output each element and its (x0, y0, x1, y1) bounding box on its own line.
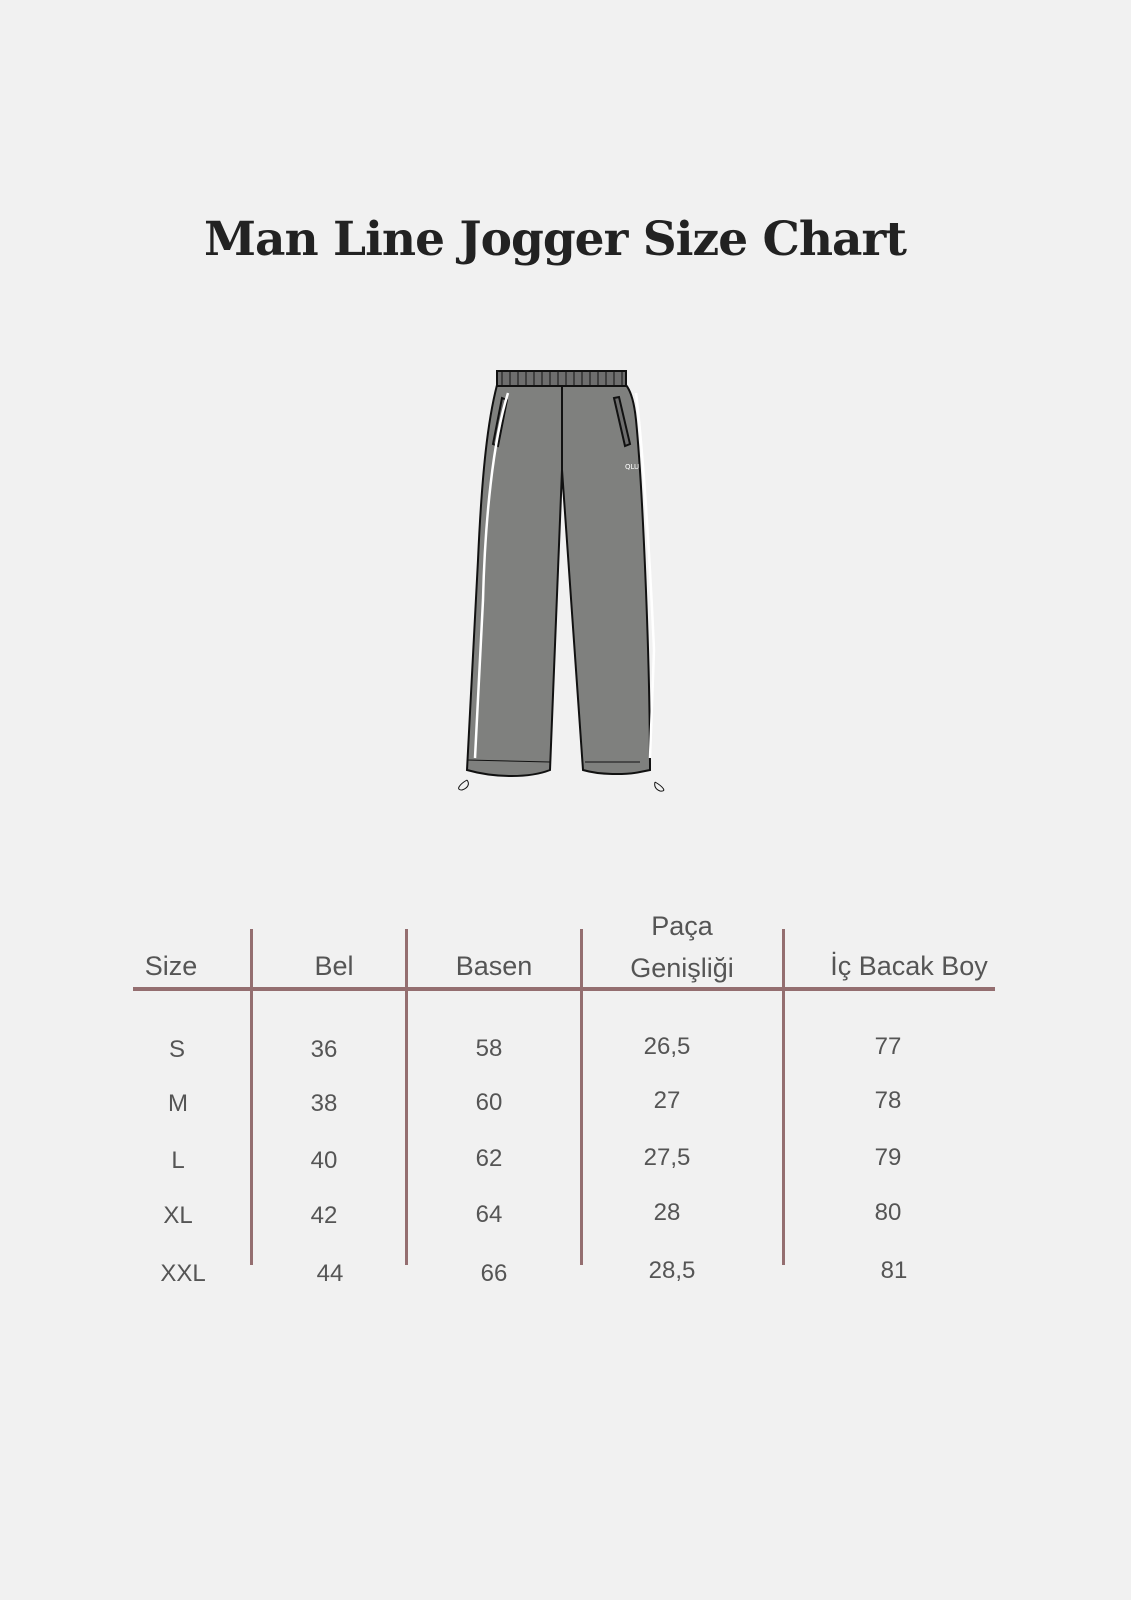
cell-paca: 26,5 (643, 1033, 691, 1060)
cell-bel: 42 (310, 1202, 338, 1229)
pocket-right (612, 395, 632, 448)
header-paca-line2: Genişliği (630, 953, 734, 983)
header-basen: Basen (455, 951, 533, 981)
column-divider (782, 929, 785, 1265)
brand-logo: QLU (625, 463, 639, 471)
header-size: Size (144, 951, 198, 981)
cell-paca: 27,5 (643, 1144, 691, 1171)
column-divider (405, 929, 408, 1265)
header-ic-bacak-boy: İç Bacak Boy (830, 951, 988, 981)
cell-paca: 27 (653, 1087, 681, 1114)
cell-size: S (168, 1036, 186, 1063)
cell-ic-bacak: 79 (874, 1144, 902, 1171)
cell-size: M (168, 1090, 188, 1117)
cell-bel: 44 (316, 1260, 344, 1287)
cell-paca: 28,5 (648, 1257, 696, 1284)
jogger-pants-illustration: QLU (458, 370, 665, 792)
page-title: Man Line Jogger Size Chart (204, 212, 907, 267)
cell-paca: 28 (653, 1199, 681, 1226)
cell-bel: 38 (310, 1090, 338, 1117)
waistband (496, 370, 627, 387)
cell-bel: 40 (310, 1147, 338, 1174)
cell-size: L (171, 1147, 185, 1174)
side-stripe-left (473, 392, 510, 759)
cell-size: XL (163, 1202, 193, 1229)
cell-ic-bacak: 81 (880, 1257, 908, 1284)
cell-ic-bacak: 80 (874, 1199, 902, 1226)
column-divider (250, 929, 253, 1265)
cell-bel: 36 (310, 1036, 338, 1063)
drawcord-right (654, 781, 665, 792)
cell-basen: 64 (475, 1201, 503, 1228)
drawcord-left (458, 779, 469, 791)
pants-body (465, 384, 652, 777)
cell-basen: 66 (480, 1260, 508, 1287)
cell-basen: 58 (475, 1035, 503, 1062)
cell-ic-bacak: 77 (874, 1033, 902, 1060)
header-paca-line1: Paça (651, 911, 713, 941)
cell-basen: 60 (475, 1089, 503, 1116)
side-stripe-right (634, 392, 656, 759)
header-bel: Bel (314, 951, 354, 981)
header-divider (133, 987, 995, 991)
cell-ic-bacak: 78 (874, 1087, 902, 1114)
cell-size: XXL (160, 1260, 206, 1287)
column-divider (580, 929, 583, 1265)
cell-basen: 62 (475, 1145, 503, 1172)
